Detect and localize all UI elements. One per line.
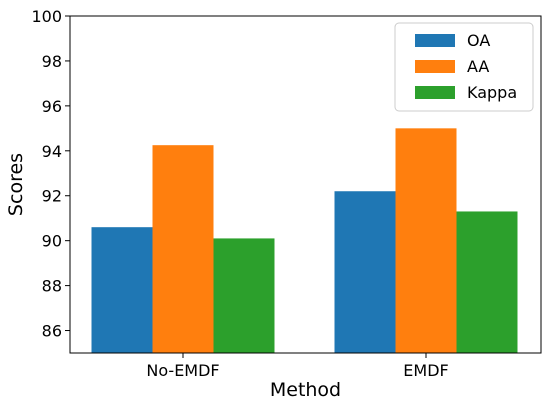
y-axis-title: Scores <box>5 153 27 216</box>
bar-aa-emdf <box>395 128 457 353</box>
bar-oa-no-emdf <box>91 227 153 353</box>
legend-label-oa: OA <box>467 31 490 50</box>
y-tick-label: 90 <box>42 232 62 251</box>
legend-swatch-kappa <box>415 86 455 99</box>
legend-swatch-oa <box>415 34 455 47</box>
x-tick-label: EMDF <box>403 361 448 380</box>
bar-aa-no-emdf <box>152 145 214 353</box>
bar-kappa-emdf <box>456 211 518 353</box>
y-axis: 86 88 90 92 94 96 98 100 <box>31 7 70 341</box>
y-tick-label: 92 <box>42 187 62 206</box>
x-tick-label: No-EMDF <box>146 361 219 380</box>
bar-oa-emdf <box>334 191 396 353</box>
y-tick-label: 98 <box>42 52 62 71</box>
bars-layer <box>91 128 518 353</box>
y-tick-label: 86 <box>42 322 62 341</box>
y-tick-label: 88 <box>42 277 62 296</box>
bar-kappa-no-emdf <box>213 238 275 353</box>
y-tick-label: 96 <box>42 97 62 116</box>
y-tick-label: 100 <box>31 7 62 26</box>
x-axis: No-EMDF EMDF <box>146 353 449 380</box>
plot-frame <box>69 15 542 354</box>
legend: OA AA Kappa <box>394 22 534 112</box>
legend-swatch-aa <box>415 60 455 73</box>
x-axis-title: Method <box>270 379 341 401</box>
legend-label-aa: AA <box>467 57 489 76</box>
y-tick-label: 94 <box>42 142 62 161</box>
legend-label-kappa: Kappa <box>467 83 517 102</box>
